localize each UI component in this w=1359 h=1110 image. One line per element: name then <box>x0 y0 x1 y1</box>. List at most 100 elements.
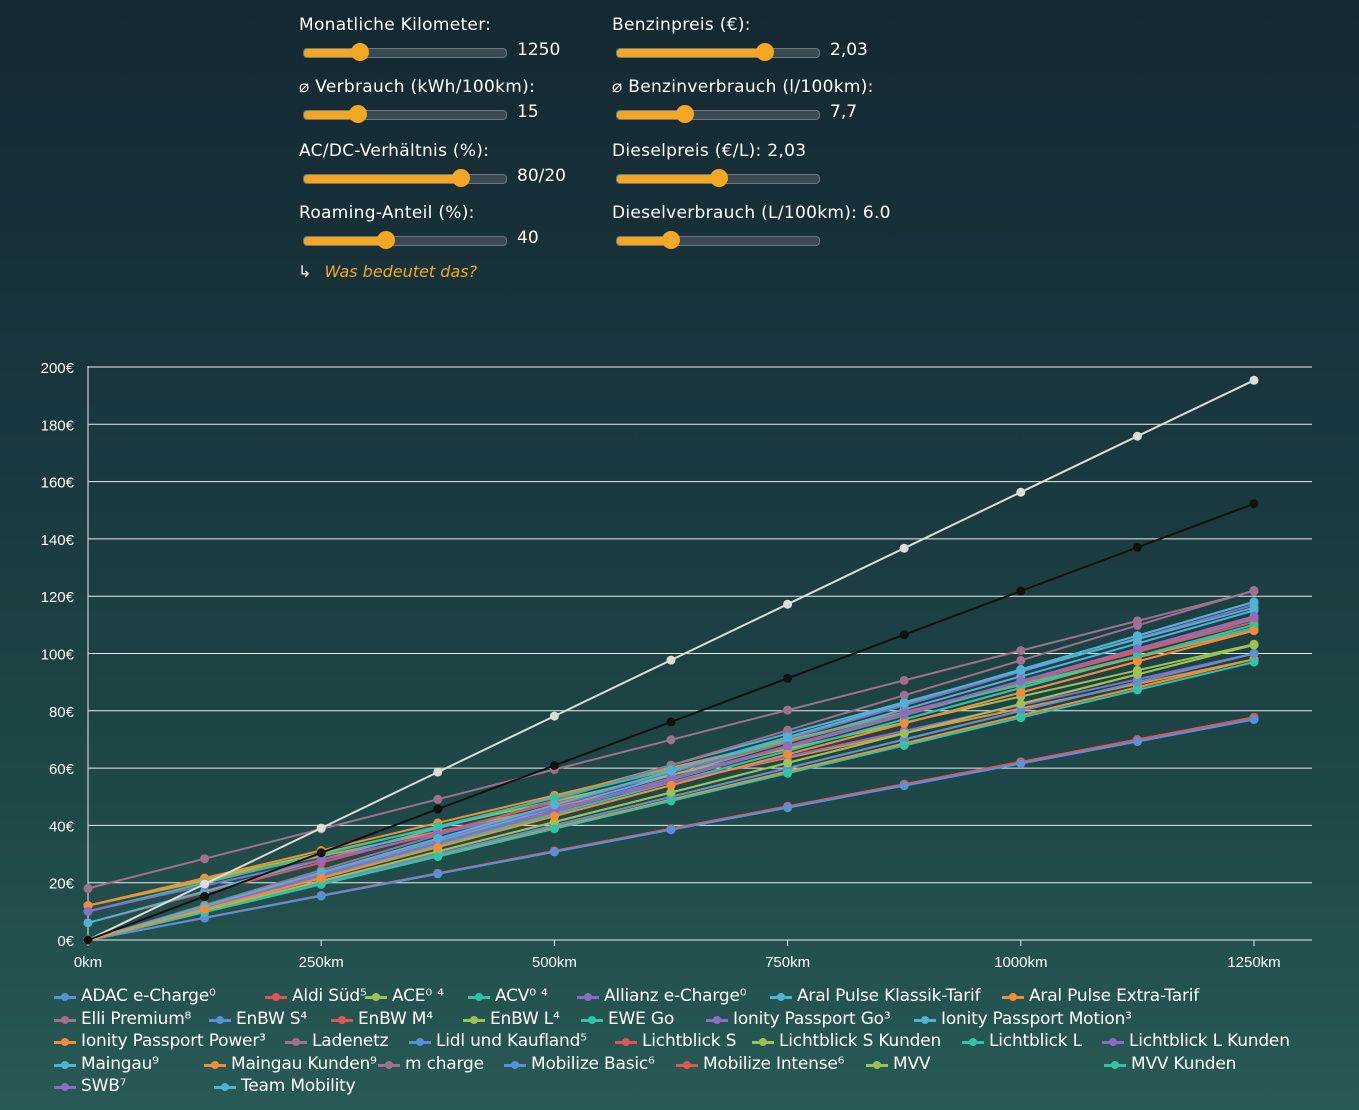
data-point <box>433 834 443 844</box>
data-point <box>1249 714 1259 724</box>
data-point <box>666 788 676 797</box>
data-point <box>433 821 443 831</box>
data-point <box>433 794 443 804</box>
roaming-share-value: 40 <box>517 228 539 248</box>
data-point <box>899 718 909 728</box>
avg-consumption-slider-thumb[interactable] <box>348 105 367 123</box>
data-point <box>1249 611 1259 621</box>
legend-dot-icon <box>61 1083 69 1091</box>
roaming-share-slider-track[interactable] <box>303 236 507 246</box>
legend-label: MVV Kunden <box>1131 1053 1237 1074</box>
ac-dc-ratio-slider-fill <box>304 175 462 183</box>
data-point <box>316 879 326 889</box>
monthly-km-slider-thumb[interactable] <box>350 43 369 61</box>
x-tick-label: 1000km <box>994 954 1047 971</box>
legend-label: ACV⁰ ⁴ <box>495 986 548 1006</box>
y-tick-label: 140€ <box>41 532 75 549</box>
data-point <box>316 891 326 901</box>
legend-label: EnBW L⁴ <box>490 1008 560 1029</box>
legend-label: Aldi Süd⁵ <box>292 986 367 1006</box>
legend-label: Ionity Passport Power³ <box>81 1031 266 1051</box>
petrol-consumption-slider-track[interactable] <box>616 110 820 120</box>
diesel-price-slider-thumb[interactable] <box>710 169 729 187</box>
help-row: ↳ Was bedeutet das? <box>298 262 477 281</box>
data-point <box>1249 499 1259 509</box>
data-point <box>1016 699 1026 709</box>
data-point <box>783 741 793 751</box>
data-point <box>666 780 676 790</box>
data-point <box>1016 676 1026 686</box>
legend-dot-icon <box>475 993 483 1001</box>
x-tick-label: 750km <box>765 954 810 971</box>
data-point <box>783 768 793 778</box>
data-point <box>549 761 559 770</box>
data-point <box>83 906 93 916</box>
monthly-km-slider[interactable] <box>303 43 507 61</box>
legend-label: Allianz e-Charge⁰ <box>604 986 747 1006</box>
data-point <box>666 766 676 776</box>
data-point <box>899 698 909 708</box>
data-point <box>1132 737 1142 746</box>
petrol-consumption-slider[interactable] <box>616 105 820 123</box>
data-point <box>899 781 909 791</box>
diesel-price-slider[interactable] <box>616 169 820 187</box>
data-point <box>83 883 93 893</box>
avg-consumption-slider-fill <box>304 111 359 119</box>
legend-dot-icon <box>1109 1038 1117 1046</box>
data-point <box>316 848 326 858</box>
data-point <box>433 852 443 862</box>
data-point <box>1132 542 1142 552</box>
ac-dc-ratio-slider-thumb[interactable] <box>451 169 470 187</box>
monthly-km-slider-track[interactable] <box>303 48 507 58</box>
legend-label: Maingau⁹ <box>81 1053 159 1074</box>
legend-label: Ionity Passport Motion³ <box>941 1008 1132 1029</box>
monthly-km-value: 1250 <box>517 40 561 60</box>
data-point <box>666 717 676 727</box>
data-point <box>899 630 909 640</box>
help-link[interactable]: Was bedeutet das? <box>324 262 478 281</box>
y-tick-label: 40€ <box>49 818 75 835</box>
avg-consumption-value: 15 <box>517 102 539 122</box>
y-tick-label: 180€ <box>41 417 75 434</box>
data-point <box>666 735 676 745</box>
petrol-price-slider[interactable] <box>616 43 820 61</box>
data-point <box>1016 759 1026 768</box>
diesel-consumption-slider-track[interactable] <box>616 236 820 246</box>
return-arrow-icon: ↳ <box>298 262 312 281</box>
legend-label: Mobilize Intense⁶ <box>703 1053 845 1074</box>
data-point <box>1249 657 1259 667</box>
legend-label: Lichtblick L <box>989 1031 1082 1051</box>
ac-dc-ratio-slider-track[interactable] <box>303 174 507 184</box>
data-point <box>316 855 326 865</box>
petrol-price-slider-thumb[interactable] <box>756 43 775 61</box>
data-point <box>1249 649 1259 658</box>
data-point <box>1016 713 1026 723</box>
roaming-share-slider[interactable] <box>303 231 507 249</box>
ac-dc-ratio-slider[interactable] <box>303 169 507 187</box>
x-tick-label: 500km <box>532 954 577 971</box>
y-tick-label: 60€ <box>49 761 75 778</box>
monthly-km-slider-fill <box>304 49 361 57</box>
avg-consumption-slider-track[interactable] <box>303 110 507 120</box>
data-point <box>899 543 909 553</box>
roaming-share-slider-thumb[interactable] <box>376 231 395 249</box>
data-point <box>899 741 909 750</box>
legend-label: Mobilize Basic⁶ <box>531 1053 655 1074</box>
legend-dot-icon <box>61 1060 69 1069</box>
legend-dot-icon <box>272 993 280 1001</box>
diesel-consumption-slider[interactable] <box>616 231 820 249</box>
legend-label: Lichtblick S Kunden <box>779 1031 942 1051</box>
data-point <box>433 869 443 879</box>
data-point <box>1249 626 1259 636</box>
avg-consumption-label: ⌀ Verbrauch (kWh/100km): <box>299 77 536 97</box>
avg-consumption-slider[interactable] <box>303 105 507 123</box>
x-tick-label: 1250km <box>1227 954 1280 971</box>
diesel-price-label: Dieselpreis (€/L): 2,03 <box>612 141 807 161</box>
monthly-km-label: Monatliche Kilometer: <box>299 15 492 35</box>
legend-label: Maingau Kunden⁹ <box>231 1053 377 1074</box>
petrol-price-slider-track[interactable] <box>616 48 820 58</box>
petrol-price-value: 2,03 <box>830 40 868 60</box>
diesel-consumption-slider-thumb[interactable] <box>661 231 680 249</box>
petrol-consumption-slider-thumb[interactable] <box>675 105 694 123</box>
data-point <box>83 935 93 945</box>
